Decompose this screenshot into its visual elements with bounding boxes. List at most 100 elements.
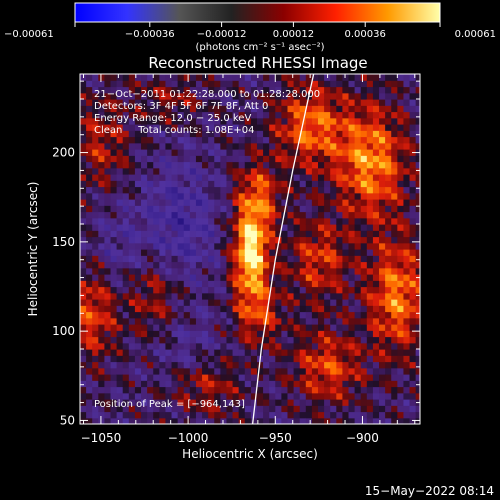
heatmap-cell [348,311,356,319]
heatmap-cell [202,192,209,200]
heatmap-cell [110,186,118,194]
heatmap-cell [330,130,337,138]
heatmap-cell [141,417,148,424]
heatmap-cell [263,417,270,424]
heatmap-cell [299,411,307,419]
heatmap-cell [415,155,420,163]
heatmap-cell [153,192,160,200]
heatmap-cell [86,355,93,363]
heatmap-cell [183,361,191,369]
heatmap-cell [183,174,191,181]
heatmap-cell [379,361,386,369]
heatmap-cell [385,392,392,400]
heatmap-cell [269,199,276,206]
heatmap-cell [110,361,118,369]
heatmap-cell [153,149,160,156]
heatmap-cell [80,242,87,250]
heatmap-cell [195,261,203,269]
heatmap-cell [409,336,417,344]
heatmap-cell [324,267,331,275]
heatmap-cell [403,130,411,138]
heatmap-cell [403,111,411,119]
heatmap-cell [415,249,420,256]
heatmap-cell [287,161,295,169]
heatmap-cell [171,305,179,313]
heatmap-cell [92,267,99,275]
heatmap-cell [202,149,209,156]
heatmap-cell [122,124,130,131]
heatmap-cell [202,99,209,106]
heatmap-cell [92,280,99,288]
heatmap-cell [122,399,130,406]
heatmap-cell [379,186,386,194]
heatmap-cell [153,361,160,369]
heatmap-cell [299,324,307,331]
heatmap-cell [128,405,136,413]
heatmap-cell [104,224,112,231]
heatmap-cell [409,80,417,88]
heatmap-cell [116,149,124,156]
heatmap-cell [397,342,405,350]
heatmap-cell [159,161,167,169]
heatmap-cell [122,392,130,400]
heatmap-cell [183,280,191,288]
heatmap-cell [305,417,313,424]
heatmap-cell [318,111,325,119]
heatmap-cell [299,242,307,250]
heatmap-cell [342,355,350,363]
heatmap-cell [134,192,142,200]
heatmap-cell [281,367,289,375]
heatmap-cell [110,349,118,356]
heatmap-cell [220,417,228,424]
heatmap-cell [141,161,148,169]
heatmap-cell [153,199,160,206]
heatmap-cell [250,242,258,250]
heatmap-cell [256,186,264,194]
heatmap-cell [299,355,307,363]
heatmap-cell [165,74,173,81]
heatmap-cell [189,261,197,269]
heatmap-cell [348,380,356,388]
heatmap-cell [98,167,106,175]
heatmap-cell [195,199,203,206]
heatmap-cell [189,199,197,206]
heatmap-cell [110,74,118,81]
heatmap-cell [238,311,246,319]
heatmap-cell [232,324,240,331]
y-tick-label: 100 [52,324,75,338]
heatmap-cell [128,99,136,106]
heatmap-cell [98,361,106,369]
heatmap-cell [318,180,325,188]
heatmap-cell [281,349,289,356]
heatmap-cell [202,405,209,413]
heatmap-cell [244,224,252,231]
heatmap-cell [189,380,197,388]
heatmap-cell [116,142,124,150]
heatmap-cell [165,186,173,194]
heatmap-cell [330,255,337,263]
heatmap-cell [348,105,356,113]
heatmap-cell [171,374,179,381]
heatmap-cell [324,155,331,163]
heatmap-cell [195,86,203,94]
heatmap-cell [415,105,420,113]
heatmap-cell [269,211,276,219]
heatmap-cell [299,274,307,281]
heatmap-cell [116,117,124,125]
heatmap-cell [318,286,325,294]
heatmap-cell [415,86,420,94]
heatmap-cell [330,317,337,325]
heatmap-cell [342,211,350,219]
heatmap-cell [397,405,405,413]
heatmap-cell [238,149,246,156]
heatmap-cell [263,255,270,263]
heatmap-cell [324,330,331,338]
heatmap-cell [293,249,301,256]
heatmap-cell [372,117,380,125]
heatmap-cell [287,117,295,125]
heatmap-cell [86,142,93,150]
heatmap-cell [275,92,282,100]
heatmap-cell [330,180,337,188]
heatmap-cell [171,330,179,338]
heatmap-cell [244,230,252,238]
